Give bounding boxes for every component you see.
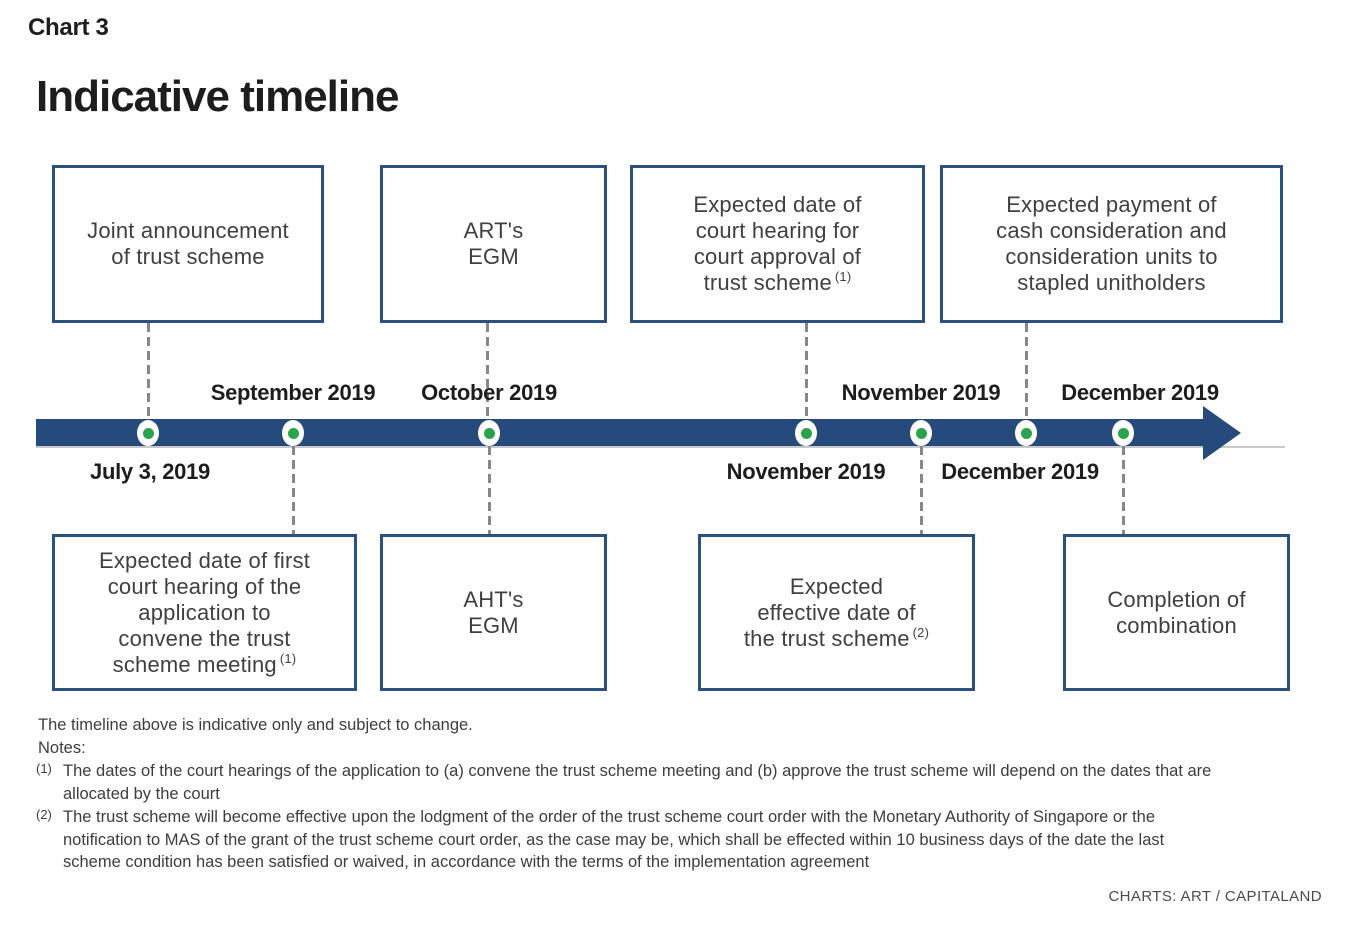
dashed-connector [486,323,489,419]
footnote-ref: (1) [279,650,297,666]
event-text: Completion of combination [1107,586,1246,638]
marker-core-green [142,427,154,439]
footnote-2: (2) The trust scheme will become effecti… [36,806,1223,874]
event-box-art-egm: ART's EGM [380,165,607,323]
event-box-court-approval-hearing: Expected date of court hearing for court… [630,165,925,323]
marker-core-green [1117,427,1129,439]
event-box-effective-date: Expected effective date of the trust sch… [698,534,975,691]
timeline-marker-dot [478,420,500,446]
date-label-october-2019: October 2019 [421,380,557,405]
dashed-connector [292,446,295,534]
timeline-bar [36,419,1203,446]
chart-label: Chart 3 [28,14,109,41]
marker-core-green [483,427,495,439]
dashed-connector [920,446,923,534]
disclaimer-text: The timeline above is indicative only an… [38,716,473,734]
marker-core-green [915,427,927,439]
event-text: Expected date of first court hearing of … [98,547,311,677]
date-label-december-2019-below: December 2019 [941,459,1099,484]
timeline-marker-dot [282,420,304,446]
event-box-text: Expected effective date of the trust sch… [744,574,929,652]
event-box-completion: Completion of combination [1063,534,1290,691]
event-text: AHT's EGM [463,586,524,638]
dashed-connector [1025,323,1028,419]
timeline-marker-dot [137,420,159,446]
marker-core-green [800,427,812,439]
event-box-text: Expected date of court hearing for court… [693,192,861,296]
date-label-september-2019: September 2019 [210,380,376,405]
date-label-july-3-2019: July 3, 2019 [90,459,210,484]
marker-core-green [287,427,299,439]
event-text: Expected date of court hearing for court… [693,192,862,295]
footnote-ref: (1) [834,269,852,284]
date-label-december-2019-above: December 2019 [1061,380,1219,405]
timeline-marker-dot [795,420,817,446]
event-text: Joint announcement of trust scheme [87,218,289,269]
source-credit: CHARTS: ART / CAPITALAND [1108,888,1322,905]
footnote-1: (1) The dates of the court hearings of t… [36,760,1223,805]
timeline-bar-shadow [36,446,1285,448]
event-box-text: Expected date of first court hearing of … [99,548,310,678]
timeline-marker-dot [1015,420,1037,446]
footnote-text: The dates of the court hearings of the a… [63,762,1212,803]
marker-core-green [1020,427,1032,439]
event-box-text: Joint announcement of trust scheme [87,218,289,270]
event-box-payment-consideration: Expected payment of cash consideration a… [940,165,1283,323]
event-text: ART's EGM [463,218,524,269]
event-box-text: ART's EGM [464,218,524,270]
event-box-joint-announcement: Joint announcement of trust scheme [52,165,324,323]
footnote-marker: (2) [36,807,52,822]
timeline-arrowhead-icon [1203,406,1241,460]
timeline-marker-dot [1112,420,1134,446]
date-label-november-2019-above: November 2019 [841,380,1001,405]
footnote-text: The trust scheme will become effective u… [63,808,1165,871]
page-title: Indicative timeline [36,72,399,121]
event-text: Expected payment of cash consideration a… [996,192,1227,295]
dashed-connector [147,323,150,419]
dashed-connector [1122,446,1125,534]
event-box-first-court-hearing: Expected date of first court hearing of … [52,534,357,691]
dashed-connector [488,446,491,534]
notes-label: Notes: [38,739,86,757]
event-box-text: Completion of combination [1107,587,1245,639]
event-box-text: AHT's EGM [463,587,523,639]
date-label-november-2019-below: November 2019 [726,459,886,484]
dashed-connector [805,323,808,419]
event-text: Expected effective date of the trust sch… [743,573,916,651]
footnote-ref: (2) [912,624,930,640]
event-box-aht-egm: AHT's EGM [380,534,607,691]
event-box-text: Expected payment of cash consideration a… [996,192,1227,296]
footnote-marker: (1) [36,761,52,776]
timeline-marker-dot [910,420,932,446]
